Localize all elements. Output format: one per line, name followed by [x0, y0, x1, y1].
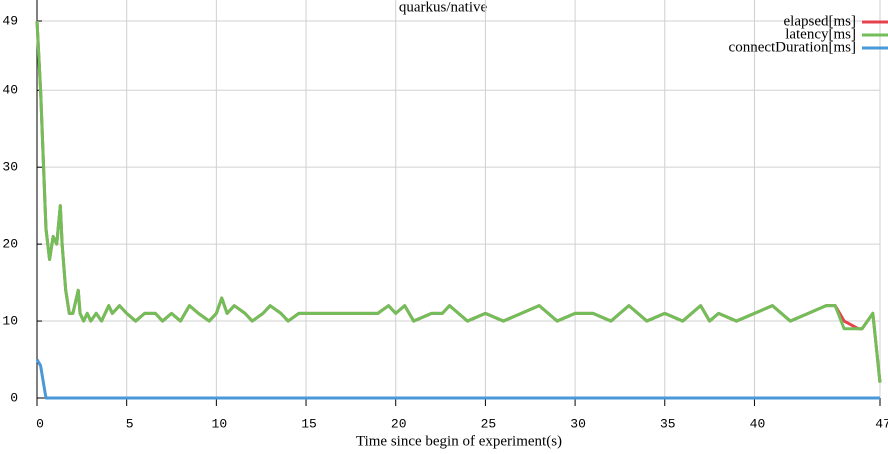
- x-tick-label: 30: [570, 416, 586, 431]
- x-tick-label: 47: [875, 416, 888, 431]
- series-line: [35, 20, 882, 383]
- y-tick-label: 49: [2, 13, 18, 28]
- legend-label: elapsed[ms]: [784, 13, 856, 29]
- x-tick-label: 25: [481, 416, 497, 431]
- x-tick-label: 35: [660, 416, 676, 431]
- x-axis-label: Time since begin of experiment(s): [356, 433, 562, 449]
- x-tick-label: 0: [36, 416, 44, 431]
- x-tick-label: 20: [391, 416, 407, 431]
- series-line: [35, 20, 882, 383]
- y-tick-label: 30: [2, 160, 18, 175]
- x-tick-label: 10: [212, 416, 228, 431]
- legend-label: connectDuration[ms]: [729, 39, 856, 55]
- legend-label: latency[ms]: [785, 26, 856, 42]
- y-tick-label: 20: [2, 237, 18, 252]
- series-line: [35, 358, 880, 400]
- x-tick-label: 40: [750, 416, 766, 431]
- x-tick-label: 5: [126, 416, 134, 431]
- chart-title: quarkus/native: [399, 0, 488, 15]
- y-tick-label: 40: [2, 83, 18, 98]
- y-tick-label: 0: [10, 390, 18, 405]
- x-tick-label: 15: [301, 416, 317, 431]
- y-tick-label: 10: [2, 313, 18, 328]
